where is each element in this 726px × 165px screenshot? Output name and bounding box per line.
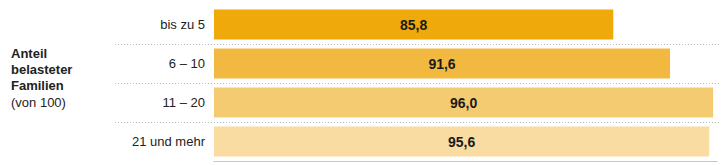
svg-text:Familien: Familien xyxy=(11,78,64,93)
svg-text:91,6: 91,6 xyxy=(428,56,455,72)
svg-text:96,0: 96,0 xyxy=(450,95,477,111)
svg-text:Anteil: Anteil xyxy=(11,46,51,61)
svg-text:bis zu 5: bis zu 5 xyxy=(160,17,205,32)
svg-text:11 – 20: 11 – 20 xyxy=(163,95,205,110)
svg-text:95,6: 95,6 xyxy=(448,134,475,150)
svg-text:(von 100): (von 100) xyxy=(11,95,66,110)
svg-text:belasteter: belasteter xyxy=(11,62,76,77)
svg-text:6 – 10: 6 – 10 xyxy=(169,56,205,71)
svg-text:85,8: 85,8 xyxy=(400,17,427,33)
svg-text:21 und mehr: 21 und mehr xyxy=(132,134,206,149)
